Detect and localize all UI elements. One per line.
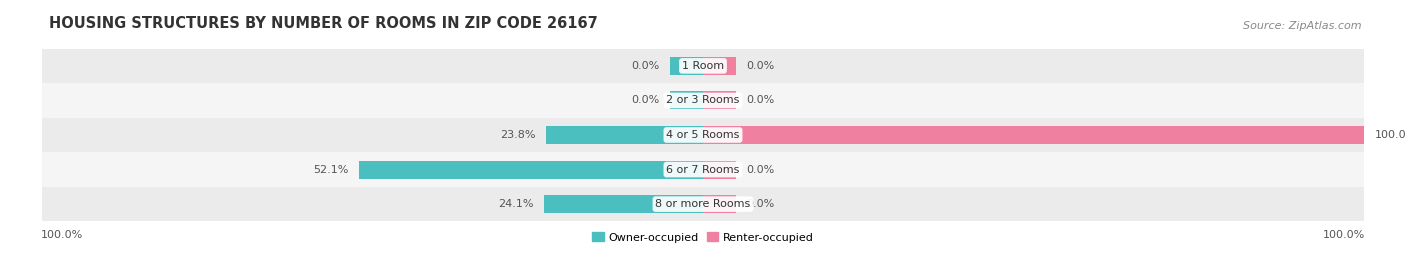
Text: 0.0%: 0.0% [747, 199, 775, 209]
Text: 0.0%: 0.0% [631, 95, 659, 106]
Bar [546, 126, 703, 144]
Bar [669, 92, 703, 109]
Text: 1 Room: 1 Room [682, 61, 724, 71]
Text: Source: ZipAtlas.com: Source: ZipAtlas.com [1243, 21, 1361, 31]
Bar [703, 92, 737, 109]
Bar [703, 126, 1364, 144]
Text: 0.0%: 0.0% [747, 164, 775, 175]
Bar [703, 195, 737, 213]
Text: HOUSING STRUCTURES BY NUMBER OF ROOMS IN ZIP CODE 26167: HOUSING STRUCTURES BY NUMBER OF ROOMS IN… [49, 16, 598, 31]
Text: 100.0%: 100.0% [41, 230, 83, 240]
Bar [544, 195, 703, 213]
Text: 52.1%: 52.1% [312, 164, 349, 175]
Bar [703, 161, 737, 178]
Text: 24.1%: 24.1% [498, 199, 533, 209]
Bar [42, 49, 1364, 83]
Bar [42, 152, 1364, 187]
Text: 0.0%: 0.0% [631, 61, 659, 71]
Bar [42, 83, 1364, 118]
Text: 100.0%: 100.0% [1375, 130, 1406, 140]
Text: 100.0%: 100.0% [1323, 230, 1365, 240]
Text: 8 or more Rooms: 8 or more Rooms [655, 199, 751, 209]
Legend: Owner-occupied, Renter-occupied: Owner-occupied, Renter-occupied [588, 228, 818, 247]
Bar [359, 161, 703, 178]
Text: 4 or 5 Rooms: 4 or 5 Rooms [666, 130, 740, 140]
Text: 2 or 3 Rooms: 2 or 3 Rooms [666, 95, 740, 106]
Text: 0.0%: 0.0% [747, 61, 775, 71]
Bar [42, 118, 1364, 152]
Text: 6 or 7 Rooms: 6 or 7 Rooms [666, 164, 740, 175]
Text: 0.0%: 0.0% [747, 95, 775, 106]
Bar [669, 57, 703, 75]
Bar [703, 57, 737, 75]
Bar [42, 187, 1364, 221]
Text: 23.8%: 23.8% [499, 130, 536, 140]
